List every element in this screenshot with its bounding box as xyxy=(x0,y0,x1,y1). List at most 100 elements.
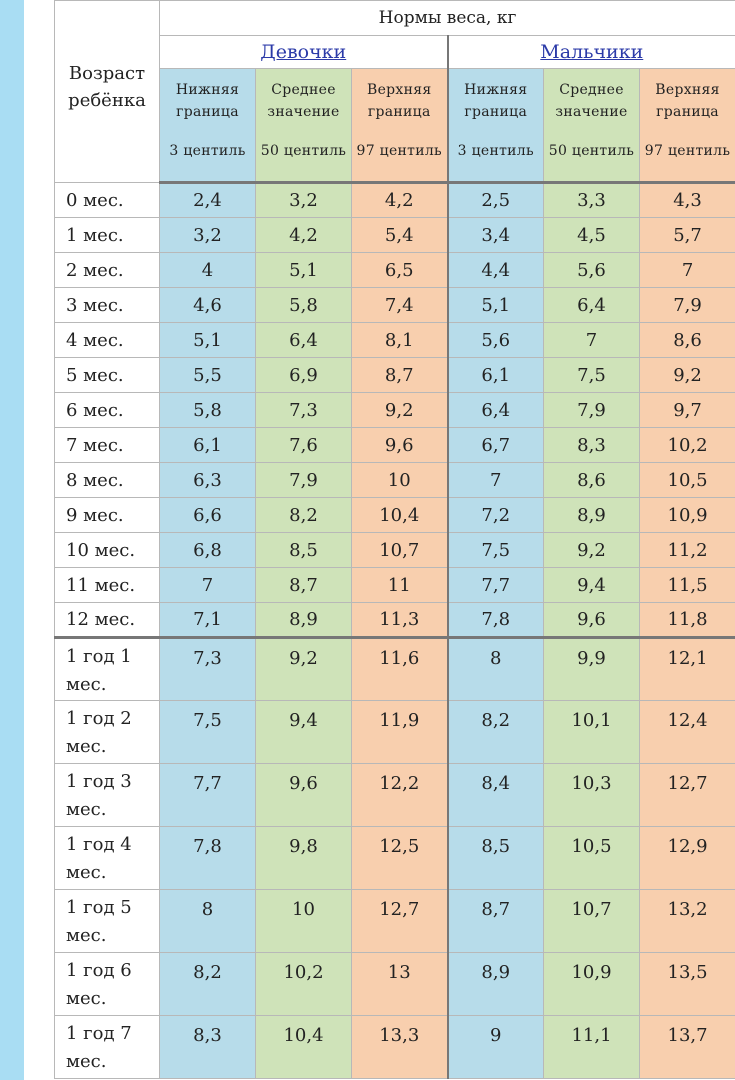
boys-upper-cell: 7,9 xyxy=(638,287,735,323)
boys-mean-cell: 3,3 xyxy=(543,182,640,218)
girls-lower-cell: 8,2 xyxy=(159,952,256,1016)
girls-upper-cell: 11,6 xyxy=(351,636,449,701)
boys-upper-cell: 12,4 xyxy=(638,700,735,764)
age-cell: 1 год 2 мес. xyxy=(54,700,160,764)
age-cell: 1 год 3 мес. xyxy=(54,763,160,827)
boys-lower-cell: 7,5 xyxy=(447,532,544,568)
table-row: 4 мес. 5,1 6,4 8,1 5,6 7 8,6 xyxy=(54,322,735,358)
group-header-girls[interactable]: Девочки xyxy=(159,35,449,69)
table-row: 9 мес. 6,6 8,2 10,4 7,2 8,9 10,9 xyxy=(54,497,735,533)
girls-mean-cell: 7,6 xyxy=(255,427,352,463)
boys-lower-cell: 7 xyxy=(447,462,544,498)
boys-mean-cell: 4,5 xyxy=(543,217,640,253)
table-row: 1 год 2 мес. 7,5 9,4 11,9 8,2 10,1 12,4 xyxy=(54,700,735,764)
boys-lower-cell: 6,1 xyxy=(447,357,544,393)
percentile-label: 97 центиль xyxy=(644,143,731,159)
girls-upper-cell: 11,3 xyxy=(351,602,449,638)
girls-mean-cell: 7,9 xyxy=(255,462,352,498)
weight-norms-table-container: Возраст ребёнка Нормы веса, кг Девочки М… xyxy=(54,0,735,1080)
table-row: 1 год 3 мес. 7,7 9,6 12,2 8,4 10,3 12,7 xyxy=(54,763,735,827)
age-cell: 6 мес. xyxy=(54,392,160,428)
percentile-label: 3 центиль xyxy=(457,143,534,159)
boys-mean-cell: 7,5 xyxy=(543,357,640,393)
age-cell: 1 год 1 мес. xyxy=(54,636,160,701)
age-column-header: Возраст ребёнка xyxy=(54,0,160,183)
girls-lower-cell: 5,5 xyxy=(159,357,256,393)
girls-lower-cell: 5,1 xyxy=(159,322,256,358)
boys-upper-cell: 11,8 xyxy=(638,602,735,638)
age-cell: 9 мес. xyxy=(54,497,160,533)
table-row: 3 мес. 4,6 5,8 7,4 5,1 6,4 7,9 xyxy=(54,287,735,323)
boys-upper-cell: 7 xyxy=(638,252,735,288)
boys-mean-cell: 5,6 xyxy=(543,252,640,288)
girls-upper-cell: 12,5 xyxy=(351,826,449,890)
girls-upper-cell: 4,2 xyxy=(351,182,449,218)
boys-lower-cell: 5,6 xyxy=(447,322,544,358)
percentile-label: 3 центиль xyxy=(169,143,246,159)
girls-mean-cell: 5,8 xyxy=(255,287,352,323)
girls-mean-cell: 6,4 xyxy=(255,322,352,358)
table-row: 2 мес. 4 5,1 6,5 4,4 5,6 7 xyxy=(54,252,735,288)
girls-lower-cell: 7,1 xyxy=(159,602,256,638)
girls-lower-cell: 8 xyxy=(159,889,256,953)
boys-upper-cell: 13,2 xyxy=(638,889,735,953)
girls-lower-cell: 7 xyxy=(159,567,256,603)
table-row: 0 мес. 2,4 3,2 4,2 2,5 3,3 4,3 xyxy=(54,182,735,218)
boys-mean-cell: 9,6 xyxy=(543,602,640,638)
boys-mean-cell: 8,3 xyxy=(543,427,640,463)
girls-mean-cell: 9,4 xyxy=(255,700,352,764)
girls-mean-cell: 7,3 xyxy=(255,392,352,428)
girls-upper-cell: 6,5 xyxy=(351,252,449,288)
percentile-label: 50 центиль xyxy=(260,143,347,159)
boys-upper-cell: 12,7 xyxy=(638,763,735,827)
girls-lower-cell: 7,5 xyxy=(159,700,256,764)
table-row: 1 мес. 3,2 4,2 5,4 3,4 4,5 5,7 xyxy=(54,217,735,253)
boys-upper-cell: 10,5 xyxy=(638,462,735,498)
table-row: 1 год 5 мес. 8 10 12,7 8,7 10,7 13,2 xyxy=(54,889,735,953)
table-row: 1 год 4 мес. 7,8 9,8 12,5 8,5 10,5 12,9 xyxy=(54,826,735,890)
girls-lower-cell: 6,8 xyxy=(159,532,256,568)
age-cell: 1 год 6 мес. xyxy=(54,952,160,1016)
girls-mean-cell: 9,6 xyxy=(255,763,352,827)
age-cell: 1 год 7 мес. xyxy=(54,1015,160,1079)
boys-upper-cell: 8,6 xyxy=(638,322,735,358)
boys-mean-cell: 10,9 xyxy=(543,952,640,1016)
table-body: 0 мес. 2,4 3,2 4,2 2,5 3,3 4,3 1 мес. 3,2 4,2 5,4 3… xyxy=(54,182,735,1079)
age-cell: 1 год 5 мес. xyxy=(54,889,160,953)
girls-upper-cell: 9,2 xyxy=(351,392,449,428)
girls-mean-cell: 10 xyxy=(255,889,352,953)
girls-upper-cell: 13 xyxy=(351,952,449,1016)
table-row: 11 мес. 7 8,7 11 7,7 9,4 11,5 xyxy=(54,567,735,603)
girls-lower-cell: 5,8 xyxy=(159,392,256,428)
boys-lower-cell: 8,9 xyxy=(447,952,544,1016)
boys-lower-cell: 5,1 xyxy=(447,287,544,323)
age-cell: 2 мес. xyxy=(54,252,160,288)
age-cell: 10 мес. xyxy=(54,532,160,568)
table-row: 1 год 6 мес. 8,2 10,2 13 8,9 10,9 13,5 xyxy=(54,952,735,1016)
table-row: 10 мес. 6,8 8,5 10,7 7,5 9,2 11,2 xyxy=(54,532,735,568)
boys-upper-cell: 9,7 xyxy=(638,392,735,428)
girls-upper-cell: 8,7 xyxy=(351,357,449,393)
boys-mean-cell: 10,3 xyxy=(543,763,640,827)
girls-upper-cell: 11 xyxy=(351,567,449,603)
boys-upper-cell: 11,2 xyxy=(638,532,735,568)
girls-upper-header: Верхняя граница 97 центиль xyxy=(351,68,449,184)
group-header-boys[interactable]: Мальчики xyxy=(446,35,735,69)
boys-lower-cell: 6,7 xyxy=(447,427,544,463)
sub-label: Среднее значение xyxy=(267,82,340,120)
age-cell: 11 мес. xyxy=(54,567,160,603)
boys-lower-cell: 7,8 xyxy=(447,602,544,638)
girls-mean-cell: 9,8 xyxy=(255,826,352,890)
age-cell: 5 мес. xyxy=(54,357,160,393)
table-row: 6 мес. 5,8 7,3 9,2 6,4 7,9 9,7 xyxy=(54,392,735,428)
boys-lower-cell: 7,2 xyxy=(447,497,544,533)
girls-mean-cell: 10,2 xyxy=(255,952,352,1016)
girls-mean-cell: 8,9 xyxy=(255,602,352,638)
girls-lower-header: Нижняя граница 3 центиль xyxy=(159,68,256,184)
boys-upper-cell: 4,3 xyxy=(638,182,735,218)
boys-mean-cell: 10,7 xyxy=(543,889,640,953)
table-row: 1 год 1 мес. 7,3 9,2 11,6 8 9,9 12,1 xyxy=(54,636,735,701)
side-strip xyxy=(0,0,24,1080)
weight-norms-table: Возраст ребёнка Нормы веса, кг Девочки М… xyxy=(54,0,735,1079)
boys-lower-cell: 8,7 xyxy=(447,889,544,953)
